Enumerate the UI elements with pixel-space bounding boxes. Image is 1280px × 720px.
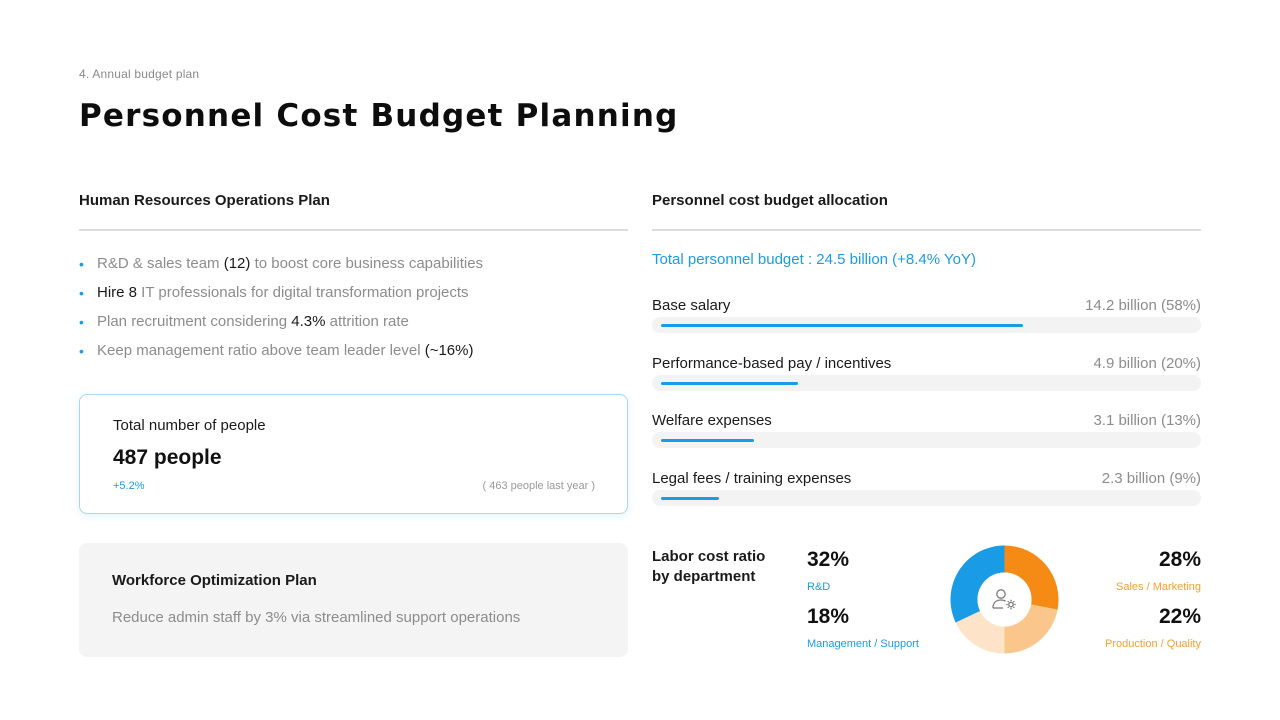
section-kicker: 4. Annual budget plan [79, 67, 200, 81]
allocation-row: Performance-based pay / incentives 4.9 b… [652, 355, 1201, 405]
allocation-bar [661, 382, 798, 385]
bullet-dot-icon: • [79, 256, 84, 272]
allocation-amount: 3.1 billion (13%) [1093, 412, 1201, 429]
allocation-bar [661, 324, 1023, 327]
total-people-last-year: ( 463 people last year ) [482, 480, 595, 492]
workforce-optimization-desc: Reduce admin staff by 3% via streamlined… [112, 609, 521, 626]
donut-slice-sales-marketing [1004, 545, 1059, 610]
workforce-optimization-card: Workforce Optimization Plan Reduce admin… [79, 543, 628, 657]
department-donut-chart [950, 545, 1059, 654]
dept-production-label: Production / Quality [1105, 638, 1201, 650]
allocation-track [652, 375, 1201, 391]
bullet-item: • Hire 8 IT professionals for digital tra… [79, 284, 469, 301]
dept-sales-label: Sales / Marketing [1116, 581, 1201, 593]
allocation-track [652, 490, 1201, 506]
workforce-optimization-label: Workforce Optimization Plan [112, 572, 317, 589]
bullet-item: • Plan recruitment considering 4.3% attri… [79, 313, 409, 330]
department-ratio-title: Labor cost ratio by department [652, 548, 766, 585]
allocation-track [652, 432, 1201, 448]
hr-plan-heading: Human Resources Operations Plan [79, 192, 330, 209]
dept-rnd-pct: 32% [807, 548, 850, 571]
donut-slice-r-d [950, 545, 1005, 623]
bullet-dot-icon: • [79, 314, 84, 330]
donut-hole [977, 572, 1032, 627]
allocation-row: Base salary 14.2 billion (58%) [652, 297, 1201, 347]
bullet-dot-icon: • [79, 285, 84, 301]
allocation-name: Performance-based pay / incentives [652, 355, 892, 372]
allocation-row: Welfare expenses 3.1 billion (13%) [652, 412, 1201, 462]
total-people-card: Total number of people 487 people +5.2% … [79, 394, 628, 514]
allocation-name: Base salary [652, 297, 731, 314]
user-gear-icon [992, 589, 1016, 610]
allocation-amount: 2.3 billion (9%) [1101, 470, 1201, 487]
dept-production-pct: 22% [1158, 605, 1201, 628]
allocation-track [652, 317, 1201, 333]
total-people-value: 487 people [113, 446, 222, 469]
dept-management-pct: 18% [807, 605, 850, 628]
donut-slice-production-quality [1004, 604, 1058, 654]
allocation-bar [661, 497, 719, 500]
bullet-dot-icon: • [79, 343, 84, 359]
total-people-label: Total number of people [113, 417, 266, 434]
dept-management-label: Management / Support [807, 638, 919, 650]
allocation-bar [661, 439, 754, 442]
hr-plan-bullets: • R&D & sales team (12) to boost core bus… [79, 254, 629, 370]
donut-slice-management-support [955, 610, 1005, 654]
budget-allocation-heading: Personnel cost budget allocation [652, 192, 888, 209]
allocation-row: Legal fees / training expenses 2.3 billi… [652, 470, 1201, 520]
total-people-change: +5.2% [113, 480, 145, 492]
allocation-name: Legal fees / training expenses [652, 470, 852, 487]
allocation-name: Welfare expenses [652, 412, 772, 429]
allocation-amount: 14.2 billion (58%) [1085, 297, 1201, 314]
dept-rnd-label: R&D [807, 581, 831, 593]
budget-allocation-divider [652, 229, 1201, 231]
dept-sales-pct: 28% [1158, 548, 1201, 571]
page-title: Personnel Cost Budget Planning [79, 98, 679, 134]
hr-plan-divider [79, 229, 628, 231]
allocation-amount: 4.9 billion (20%) [1093, 355, 1201, 372]
bullet-item: • Keep management ratio above team leader… [79, 342, 474, 359]
bullet-item: • R&D & sales team (12) to boost core bus… [79, 255, 484, 272]
total-budget-line: Total personnel budget : 24.5 billion (+… [652, 251, 976, 268]
